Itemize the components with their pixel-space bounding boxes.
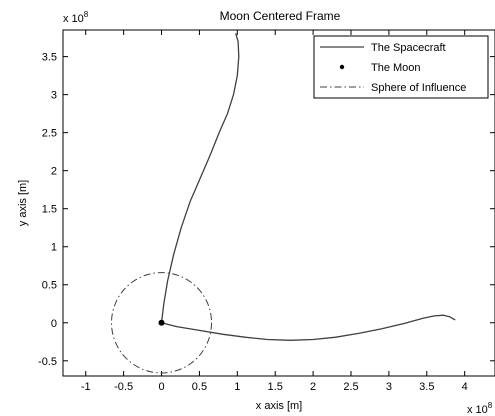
spacecraft-trajectory-line [160,33,240,324]
spacecraft-trajectory-line [160,314,456,341]
y-tick-label: 2 [51,166,57,178]
sphere-of-influence-circle [111,272,213,374]
y-axis-ticks: -0.5 0 0.5 1 1.5 2 2.5 3 3.5 [38,52,495,368]
x-tick-label: -1 [81,381,91,393]
x-tick-label: 2.5 [343,381,358,393]
y-tick-label: 1.5 [42,204,57,216]
series-layer [111,33,456,374]
x-tick-label: 0 [158,381,164,393]
x-tick-label: 3.5 [419,381,434,393]
x-tick-label: 1 [234,381,240,393]
moon-marker [158,319,165,326]
y-exponent-label: x 108 [63,10,89,25]
x-tick-label: 3 [386,381,392,393]
y-tick-label: -0.5 [38,356,57,368]
legend-label-moon: The Moon [371,62,421,74]
x-tick-label: 0.5 [192,381,207,393]
legend-label-sphere: Sphere of Influence [371,82,466,94]
x-exponent-label: x 108 [467,401,493,416]
legend: The Spacecraft The Moon Sphere of Influe… [313,35,489,99]
x-tick-label: 2 [310,381,316,393]
x-tick-label: -0.5 [114,381,133,393]
y-tick-label: 1 [51,242,57,254]
x-tick-label: 4 [462,381,468,393]
x-axis-ticks: -1 -0.5 0 0.5 1 1.5 2 2.5 3 3.5 4 [81,30,468,393]
x-tick-label: 1.5 [268,381,283,393]
x-axis-label: x axis [m] [256,400,302,412]
y-axis-label: y axis [m] [17,180,29,226]
y-tick-label: 0 [51,318,57,330]
legend-swatch-moon [339,64,345,70]
y-tick-label: 3.5 [42,52,57,64]
chart-title: Moon Centered Frame [220,9,341,23]
y-tick-label: 3 [51,90,57,102]
y-tick-label: 0.5 [42,280,57,292]
y-tick-label: 2.5 [42,128,57,140]
legend-label-spacecraft: The Spacecraft [371,42,446,54]
